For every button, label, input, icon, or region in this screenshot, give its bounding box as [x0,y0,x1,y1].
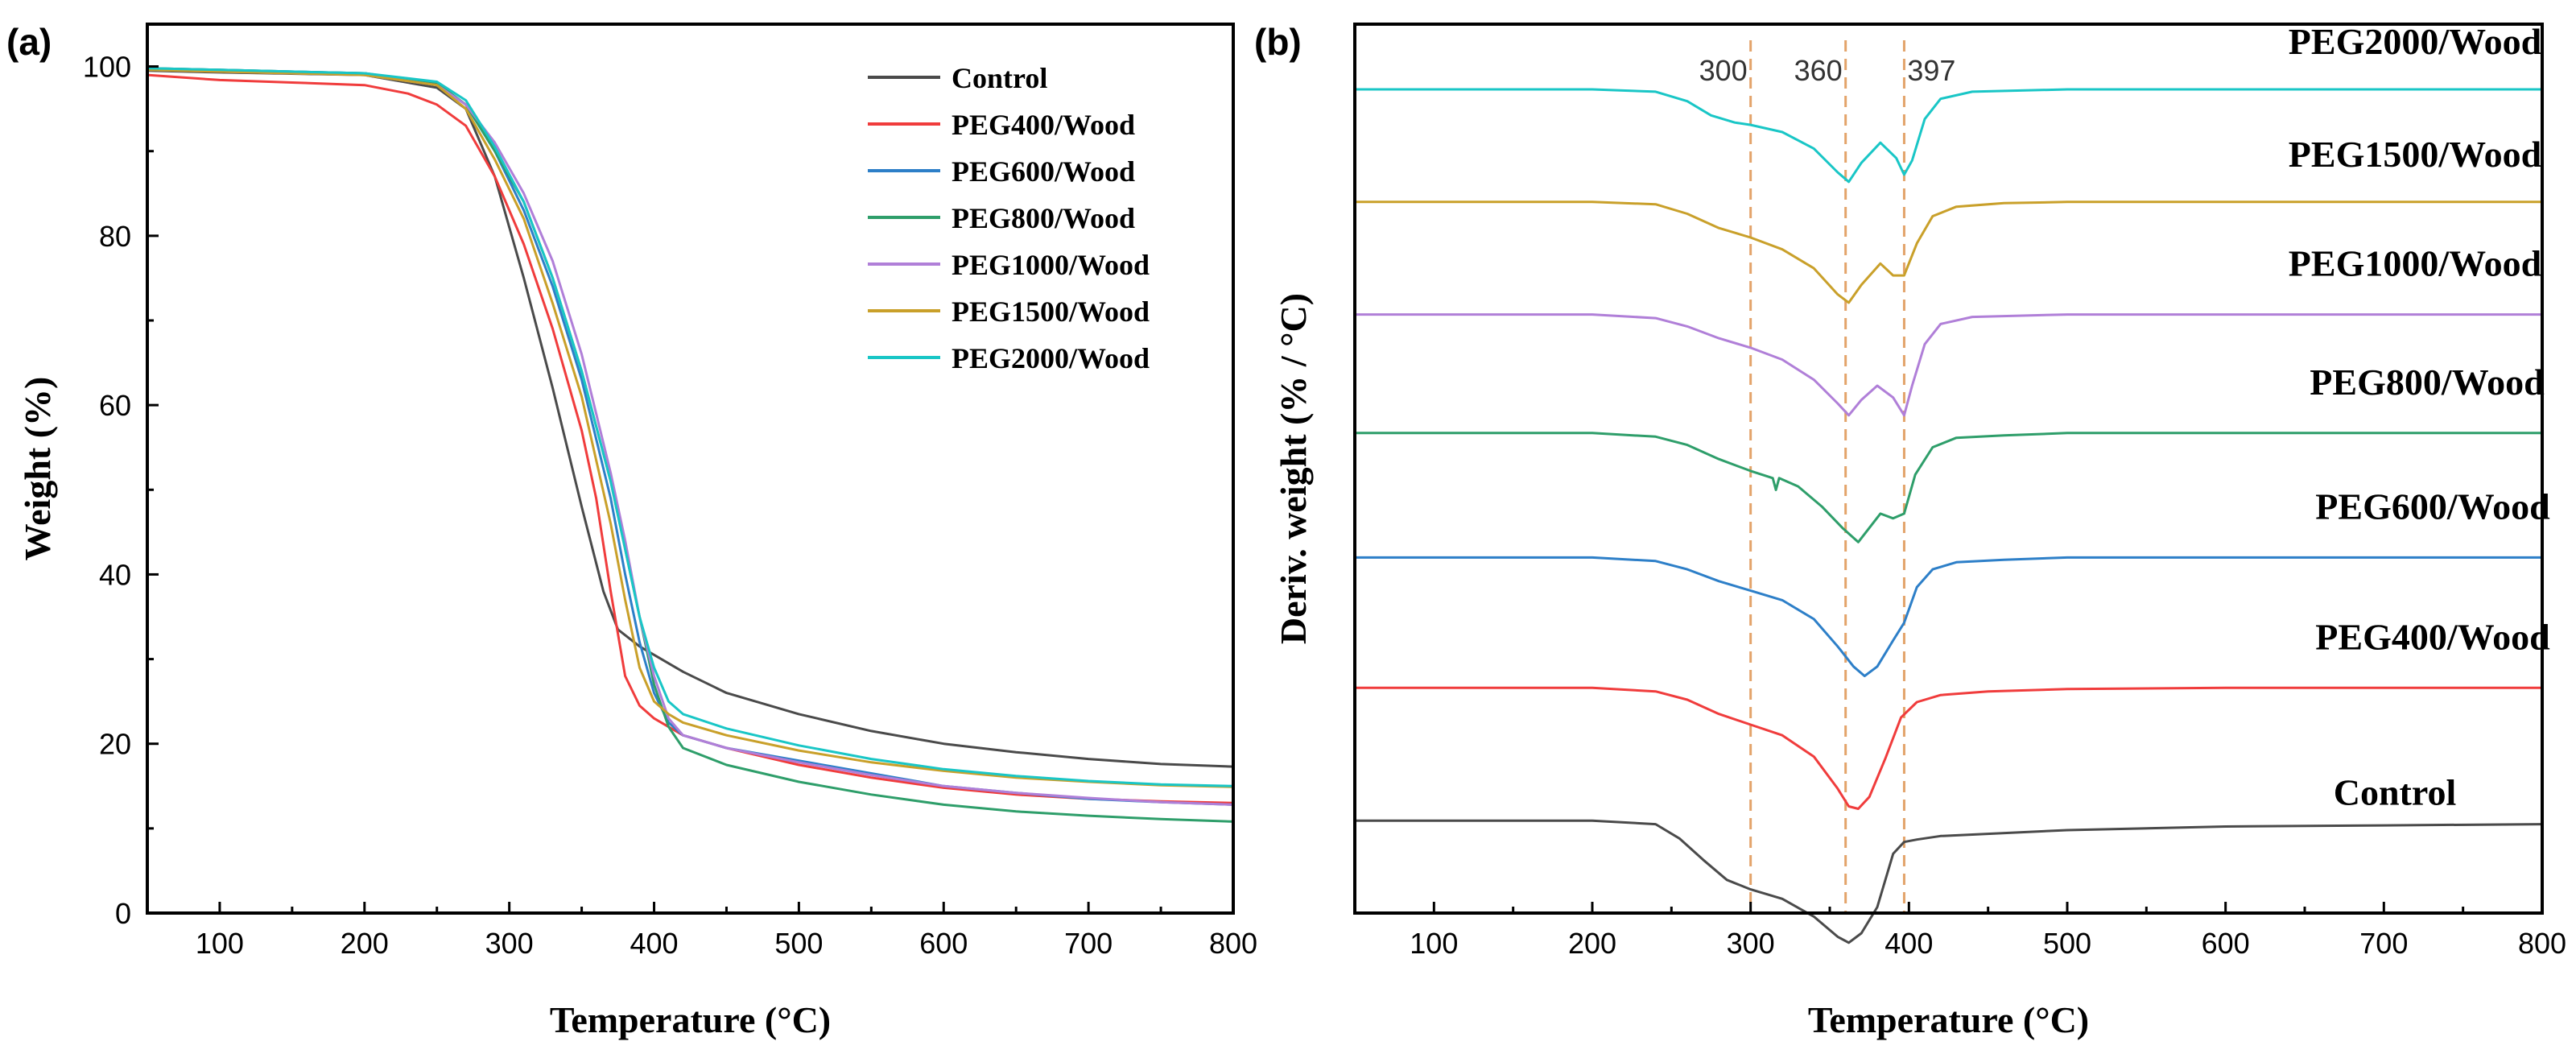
series-group-b [1355,88,2543,944]
series-line-a-peg400-wood [147,73,1234,804]
curve-label-peg1000-wood: PEG1000/Wood [2289,243,2542,284]
panel-b: (b) 300 360 397 100 200 300 400 500 600 700 800 C… [1254,21,2566,1040]
legend-label-peg600-wood: PEG600/Wood [952,155,1135,188]
series-line-a-peg1500-wood [147,68,1234,788]
x-tick-label-a: 400 [630,927,678,960]
series-line-b-peg600-wood [1355,556,2542,678]
x-axis-title-b: Temperature (°C) [1808,999,2089,1040]
legend-label-peg400-wood: PEG400/Wood [952,109,1135,141]
series-group-a [147,67,1234,823]
y-tick-label-a: 100 [83,51,131,84]
x-tick-label-b: 800 [2518,927,2566,960]
series-line-b-control [1355,819,2543,944]
y-tick-label-a: 20 [99,728,131,761]
reference-lines-b: 300 360 397 [1699,40,1955,913]
series-line-b-peg2000-wood [1355,88,2542,184]
reference-label-360: 360 [1794,54,1843,87]
curve-label-peg400-wood: PEG400/Wood [2315,616,2550,657]
y-tick-label-a: 80 [99,220,131,253]
x-tick-label-a: 100 [196,927,244,960]
x-tick-label-a: 300 [485,927,534,960]
legend-label-peg1000-wood: PEG1000/Wood [952,249,1150,281]
curve-labels-b: Control PEG400/Wood PEG600/Wood PEG800/Wood… [2289,21,2550,813]
y-tick-label-a: 60 [99,389,131,422]
reference-label-397: 397 [1907,54,1955,87]
panel-label-a: (a) [6,21,52,63]
panel-a: (a) 100 200 300 400 500 600 700 800020406080100… [6,21,1257,1040]
series-line-a-peg2000-wood [147,67,1234,787]
legend-label-peg2000-wood: PEG2000/Wood [952,342,1150,374]
series-line-b-peg800-wood [1355,432,2542,543]
x-tick-label-b: 600 [2202,927,2250,960]
series-line-b-peg400-wood [1355,686,2542,810]
legend-label-peg800-wood: PEG800/Wood [952,202,1135,234]
x-axis-title-a: Temperature (°C) [550,999,831,1040]
x-tick-label-a: 500 [774,927,823,960]
y-tick-label-a: 0 [115,897,131,930]
x-tick-label-b: 200 [1568,927,1616,960]
y-axis-title-a: Weight (%) [17,377,58,561]
curve-label-peg1500-wood: PEG1500/Wood [2289,134,2542,175]
curve-label-peg600-wood: PEG600/Wood [2315,486,2550,527]
legend-a: Control PEG400/Wood PEG600/Wood PEG800/Wood… [868,62,1150,374]
legend-label-control: Control [952,62,1047,94]
x-tick-label-a: 200 [341,927,389,960]
curve-label-control: Control [2334,772,2457,813]
ticks-a: 100 200 300 400 500 600 700 800 0 20 40 60 80 100 [83,51,1257,960]
x-tick-label-b: 400 [1885,927,1933,960]
x-tick-label-b: 500 [2043,927,2091,960]
x-tick-label-b: 700 [2359,927,2408,960]
ticks-b: 100 200 300 400 500 600 700 800 [1410,902,2566,960]
curve-label-peg2000-wood: PEG2000/Wood [2289,21,2542,62]
x-tick-label-a: 600 [919,927,968,960]
plot-frame-a [146,23,1235,915]
x-tick-label-b: 300 [1727,927,1775,960]
legend-label-peg1500-wood: PEG1500/Wood [952,295,1150,328]
panel-label-b: (b) [1254,21,1302,63]
x-tick-label-b: 100 [1410,927,1458,960]
x-tick-label-a: 700 [1064,927,1113,960]
x-tick-label-a: 800 [1209,927,1257,960]
series-line-b-peg1500-wood [1355,200,2542,304]
series-line-b-peg1000-wood [1355,313,2542,417]
y-axis-title-b: Deriv. weight (% / °C) [1273,293,1314,644]
y-tick-label-a: 40 [99,558,131,591]
curve-label-peg800-wood: PEG800/Wood [2310,362,2545,403]
reference-label-300: 300 [1699,54,1748,87]
plot-frame-b [1353,23,2544,915]
